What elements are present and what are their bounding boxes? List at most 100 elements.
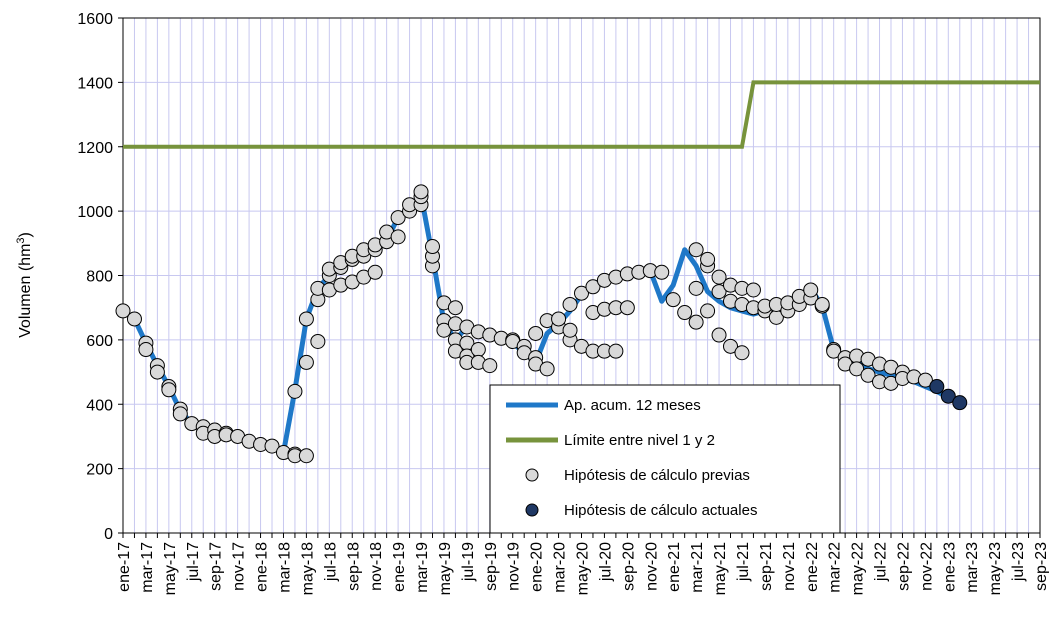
point-hipotesis-previa: [917, 372, 933, 388]
y-tick-label: 1400: [77, 75, 113, 92]
x-tick-label: may-21: [712, 542, 729, 595]
point-hipotesis-previa: [264, 438, 280, 454]
point-hipotesis-previa: [310, 333, 326, 349]
point-hipotesis-previa: [390, 229, 406, 245]
point-hipotesis-previa: [172, 406, 188, 422]
x-tick-label: mar-20: [552, 542, 569, 593]
x-tick-label: nov-20: [643, 542, 660, 591]
legend-label-curr: Hipótesis de cálculo actuales: [564, 502, 757, 519]
x-axis-ticks: ene-17 mar-17 may-17 jul-17 sep-17 nov-17 ene-…: [116, 533, 1049, 595]
point-hipotesis-actual: [940, 388, 956, 404]
x-tick-label: jul-22: [873, 542, 890, 582]
x-tick-label: ene-22: [804, 542, 821, 592]
data-points: [115, 184, 968, 464]
x-tick-label: may-20: [575, 542, 592, 595]
point-hipotesis-previa: [367, 264, 383, 280]
x-tick-label: mar-18: [276, 542, 293, 593]
x-tick-label: jul-21: [735, 542, 752, 582]
point-hipotesis-previa: [734, 345, 750, 361]
x-tick-label: mar-23: [964, 542, 981, 593]
point-hipotesis-previa: [161, 382, 177, 398]
x-tick-label: mar-21: [689, 542, 706, 593]
point-hipotesis-previa: [447, 300, 463, 316]
legend-swatch-curr: [525, 503, 539, 517]
legend-box: [489, 384, 841, 534]
y-tick-label: 0: [104, 526, 113, 543]
y-tick-label: 600: [86, 333, 113, 350]
point-hipotesis-previa: [654, 264, 670, 280]
x-tick-label: sep-17: [208, 542, 225, 591]
point-hipotesis-previa: [482, 358, 498, 374]
point-hipotesis-previa: [298, 354, 314, 370]
point-hipotesis-previa: [688, 314, 704, 330]
point-hipotesis-previa: [562, 322, 578, 338]
y-tick-label: 800: [86, 269, 113, 286]
x-tick-label: mar-19: [414, 542, 431, 593]
y-axis-title: Volumen (hm3): [15, 232, 34, 338]
x-tick-label: may-19: [437, 542, 454, 595]
x-tick-label: nov-22: [918, 542, 935, 591]
point-hipotesis-previa: [436, 322, 452, 338]
y-tick-label: 1200: [77, 140, 113, 157]
point-hipotesis-previa: [574, 285, 589, 301]
point-hipotesis-previa: [528, 325, 544, 341]
point-hipotesis-previa: [665, 292, 681, 308]
x-tick-label: ene-18: [254, 542, 271, 592]
x-tick-label: sep-22: [895, 542, 912, 591]
point-hipotesis-previa: [608, 343, 624, 359]
x-tick-label: jul-19: [460, 542, 477, 582]
point-hipotesis-previa: [115, 303, 131, 319]
point-hipotesis-previa: [826, 343, 842, 359]
x-tick-label: jul-23: [1010, 542, 1027, 582]
x-tick-label: nov-17: [231, 542, 248, 591]
y-tick-label: 400: [86, 397, 113, 414]
point-hipotesis-previa: [126, 311, 142, 327]
x-tick-label: mar-17: [139, 542, 156, 593]
point-hipotesis-actual: [929, 379, 945, 395]
x-tick-label: ene-20: [529, 542, 546, 592]
point-hipotesis-previa: [413, 184, 429, 200]
point-hipotesis-previa: [138, 342, 154, 358]
point-hipotesis-previa: [585, 279, 601, 295]
x-tick-label: ene-21: [666, 542, 683, 592]
point-hipotesis-previa: [745, 282, 761, 298]
legend-label-prev: Hipótesis de cálculo previas: [564, 467, 750, 484]
legend-swatch-prev: [525, 468, 539, 482]
point-hipotesis-previa: [860, 367, 876, 383]
x-tick-label: ene-17: [116, 542, 133, 592]
point-hipotesis-previa: [723, 338, 739, 354]
x-tick-label: sep-19: [483, 542, 500, 591]
x-tick-label: may-23: [987, 542, 1004, 595]
x-tick-label: may-22: [850, 542, 867, 595]
x-tick-label: may-17: [162, 542, 179, 595]
point-hipotesis-previa: [562, 296, 578, 312]
y-axis-ticks: 0 200 400 600 800 1000 1200 1400 1600: [77, 11, 123, 543]
point-hipotesis-previa: [551, 311, 567, 327]
y-tick-label: 200: [86, 462, 113, 479]
point-hipotesis-previa: [298, 311, 314, 327]
point-hipotesis-previa: [711, 269, 727, 285]
x-tick-label: sep-21: [758, 542, 775, 591]
point-hipotesis-previa: [700, 251, 716, 267]
x-tick-label: jul-17: [185, 542, 202, 582]
point-hipotesis-previa: [814, 296, 830, 312]
point-hipotesis-previa: [539, 361, 555, 377]
x-tick-label: ene-23: [941, 542, 958, 592]
point-hipotesis-previa: [688, 280, 704, 296]
point-hipotesis-previa: [287, 383, 303, 399]
point-hipotesis-previa: [390, 210, 406, 226]
point-hipotesis-previa: [619, 300, 635, 316]
x-tick-label: sep-18: [345, 542, 362, 591]
x-tick-label: nov-21: [781, 542, 798, 591]
y-tick-label: 1600: [77, 11, 113, 28]
point-hipotesis-previa: [700, 303, 716, 319]
point-hipotesis-previa: [677, 305, 693, 321]
x-tick-label: ene-19: [391, 542, 408, 592]
x-tick-label: sep-20: [620, 542, 637, 591]
x-tick-label: jul-20: [597, 542, 614, 582]
point-hipotesis-previa: [849, 361, 865, 377]
point-hipotesis-previa: [711, 327, 727, 343]
x-tick-label: sep-23: [1033, 542, 1049, 591]
legend-label-ap: Ap. acum. 12 meses: [564, 397, 701, 414]
